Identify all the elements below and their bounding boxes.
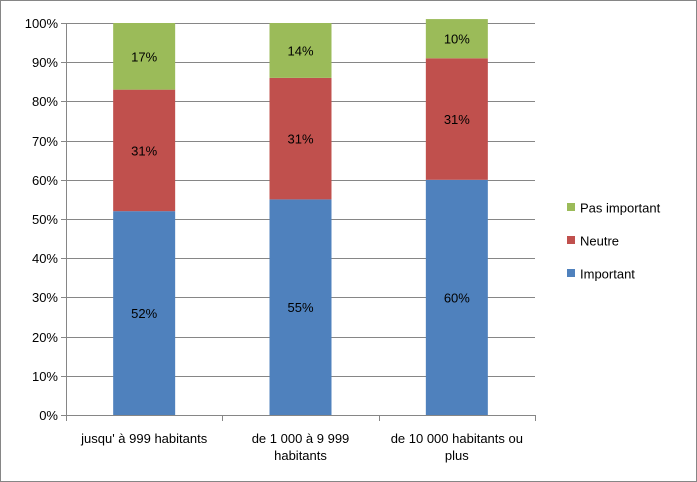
y-tick-label: 60% [32, 173, 58, 188]
legend-label: Neutre [580, 234, 619, 249]
x-tick-label: habitants [274, 448, 327, 463]
bar-segment [113, 23, 176, 90]
legend-label: Pas important [580, 201, 661, 216]
data-label: 31% [287, 132, 313, 147]
data-label: 60% [444, 290, 470, 305]
bar-segment [269, 23, 332, 78]
data-label: 52% [131, 306, 157, 321]
y-tick-label: 90% [32, 55, 58, 70]
bar-segment [269, 77, 332, 200]
data-label: 10% [444, 32, 470, 47]
data-label: 14% [287, 43, 313, 58]
y-tick-label: 20% [32, 330, 58, 345]
legend-swatch [567, 203, 575, 211]
y-tick-label: 30% [32, 290, 58, 305]
y-tick-label: 40% [32, 251, 58, 266]
x-tick-label: de 10 000 habitants ou [391, 431, 523, 446]
y-tick-label: 70% [32, 134, 58, 149]
y-tick-label: 0% [39, 408, 58, 423]
bar-segment [425, 179, 488, 415]
legend-swatch [567, 269, 575, 277]
y-tick-label: 100% [25, 16, 59, 31]
legend-label: Important [580, 267, 635, 282]
bar-segment [425, 19, 488, 59]
bar-segment [425, 58, 488, 180]
legend-swatch [567, 236, 575, 244]
y-tick-label: 50% [32, 212, 58, 227]
x-tick-label: plus [445, 448, 469, 463]
bar-segment [113, 89, 176, 212]
data-label: 31% [444, 112, 470, 127]
bar-segment [269, 199, 332, 415]
data-label: 17% [131, 49, 157, 64]
y-tick-label: 80% [32, 94, 58, 109]
data-label: 55% [287, 300, 313, 315]
data-label: 31% [131, 143, 157, 158]
y-tick-label: 10% [32, 369, 58, 384]
bar-segment [113, 211, 176, 415]
x-tick-label: jusqu' à 999 habitants [80, 431, 208, 446]
x-tick-label: de 1 000 à 9 999 [252, 431, 350, 446]
